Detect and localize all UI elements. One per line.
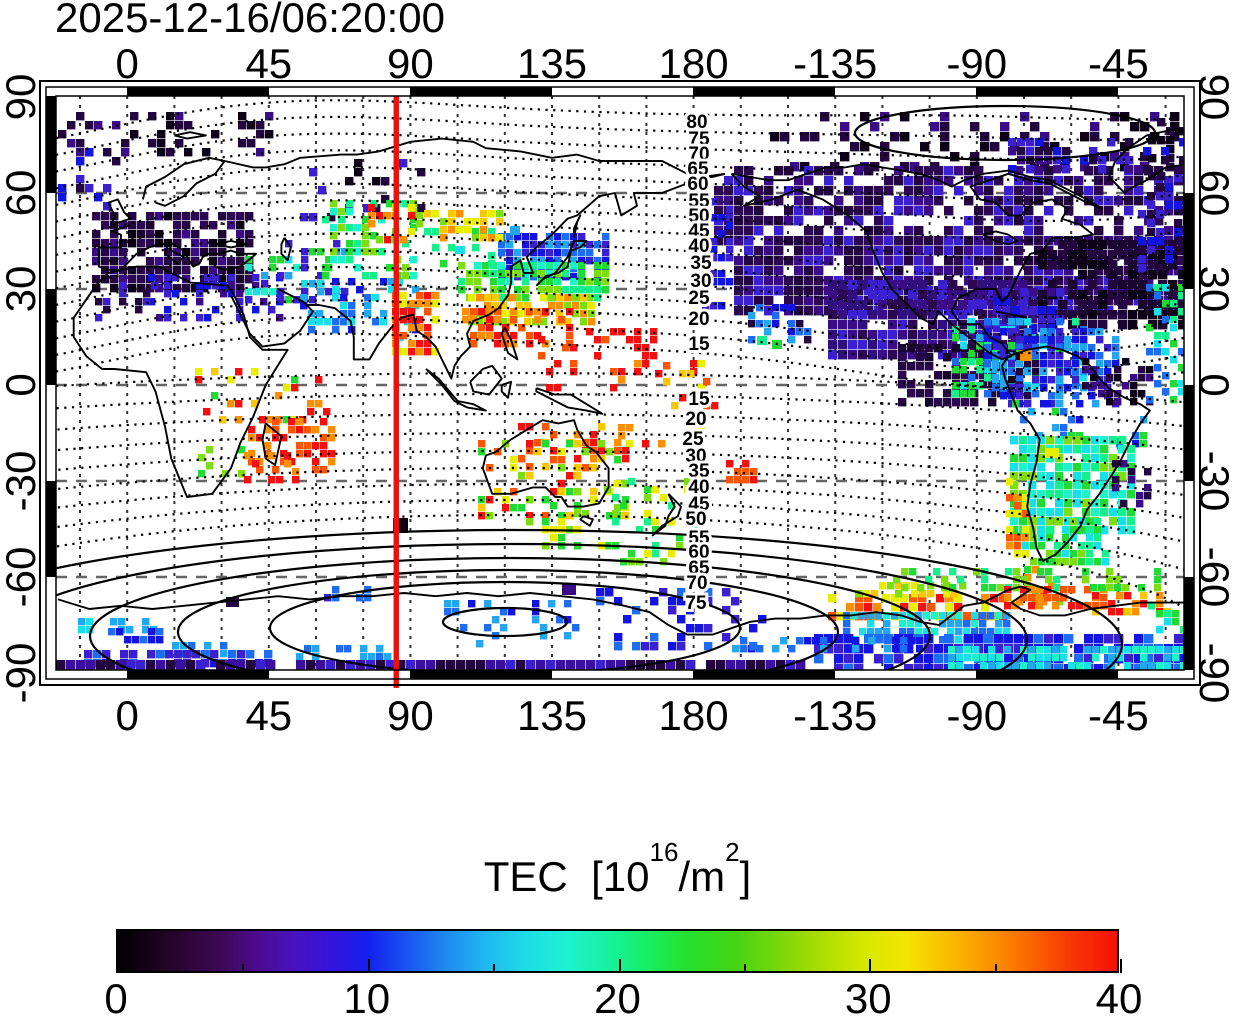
lon-label-bottom-45: 45 bbox=[245, 692, 293, 739]
lon-label-bottom-0: 0 bbox=[115, 692, 139, 739]
svg-text:70: 70 bbox=[688, 144, 709, 165]
colorbar-tick-10 bbox=[367, 959, 370, 973]
svg-text:70: 70 bbox=[686, 573, 707, 594]
lon-label-bottom--135: -135 bbox=[793, 692, 878, 739]
lon-label-top--135: -135 bbox=[793, 40, 878, 87]
lon-label-bottom-135: 135 bbox=[516, 692, 588, 739]
svg-text:60: 60 bbox=[688, 542, 709, 563]
svg-text:50: 50 bbox=[688, 206, 709, 227]
svg-text:75: 75 bbox=[685, 593, 707, 614]
colorbar-tick-0 bbox=[117, 959, 119, 973]
svg-text:30: 30 bbox=[685, 446, 706, 467]
timestamp-title: 2025-12-16/06:20:00 bbox=[55, 0, 445, 41]
colorbar-tick-35 bbox=[994, 964, 997, 973]
colorbar-tick-40 bbox=[1120, 959, 1122, 973]
lon-label-top-135: 135 bbox=[516, 40, 588, 87]
svg-text:75: 75 bbox=[688, 129, 710, 150]
map-border bbox=[39, 80, 1201, 686]
lon-label-bottom--45: -45 bbox=[1088, 692, 1149, 739]
svg-text:20: 20 bbox=[685, 409, 706, 430]
svg-text:40: 40 bbox=[688, 236, 709, 257]
colorbar-label-0: 0 bbox=[104, 975, 128, 1021]
colorbar-tick-25 bbox=[743, 964, 746, 973]
svg-text:15: 15 bbox=[688, 334, 710, 355]
lon-label-top-180: 180 bbox=[658, 40, 729, 87]
svg-text:30: 30 bbox=[690, 271, 711, 292]
svg-text:80: 80 bbox=[686, 112, 707, 133]
svg-text:50: 50 bbox=[685, 509, 706, 530]
lon-label-top-45: 45 bbox=[245, 40, 293, 87]
lon-label-top-0: 0 bbox=[115, 40, 139, 87]
svg-text:25: 25 bbox=[688, 288, 710, 309]
colorbar-title: TEC [1016/m2] bbox=[483, 837, 752, 900]
svg-text:45: 45 bbox=[688, 221, 710, 242]
colorbar-tick-30 bbox=[869, 959, 872, 973]
colorbar-label-20: 20 bbox=[594, 975, 641, 1021]
tec-colorbar bbox=[116, 929, 1122, 973]
svg-text:25: 25 bbox=[682, 429, 704, 450]
colorbar-label-30: 30 bbox=[844, 975, 892, 1021]
svg-text:35: 35 bbox=[690, 253, 712, 274]
svg-text:35: 35 bbox=[688, 461, 710, 482]
contour-layer bbox=[56, 99, 1184, 670]
colorbar-tick-15 bbox=[493, 964, 496, 973]
lon-label-top--90: -90 bbox=[946, 40, 1008, 87]
svg-text:45: 45 bbox=[688, 494, 710, 515]
lon-label-bottom--90: -90 bbox=[946, 692, 1008, 739]
lon-label-bottom-90: 90 bbox=[387, 692, 434, 739]
colorbar-label-40: 40 bbox=[1095, 975, 1143, 1021]
svg-text:20: 20 bbox=[688, 309, 709, 330]
lon-label-top--45: -45 bbox=[1088, 40, 1149, 87]
colorbar-label-10: 10 bbox=[343, 975, 391, 1021]
colorbar-tick-20 bbox=[618, 959, 621, 973]
lon-label-bottom-180: 180 bbox=[658, 692, 729, 739]
lon-label-top-90: 90 bbox=[387, 40, 434, 87]
svg-text:55: 55 bbox=[688, 528, 710, 549]
tec-patches-layer bbox=[56, 112, 1184, 670]
svg-text:60: 60 bbox=[687, 174, 708, 195]
svg-text:65: 65 bbox=[688, 558, 710, 579]
red-meridian-line bbox=[393, 96, 399, 688]
svg-text:40: 40 bbox=[688, 477, 709, 498]
contour-labels: 8075706560555045403530252015152025303540… bbox=[679, 109, 715, 617]
svg-text:65: 65 bbox=[687, 159, 709, 180]
colorbar-tick-5 bbox=[242, 964, 245, 973]
svg-text:55: 55 bbox=[688, 191, 710, 212]
svg-text:15: 15 bbox=[688, 389, 710, 410]
